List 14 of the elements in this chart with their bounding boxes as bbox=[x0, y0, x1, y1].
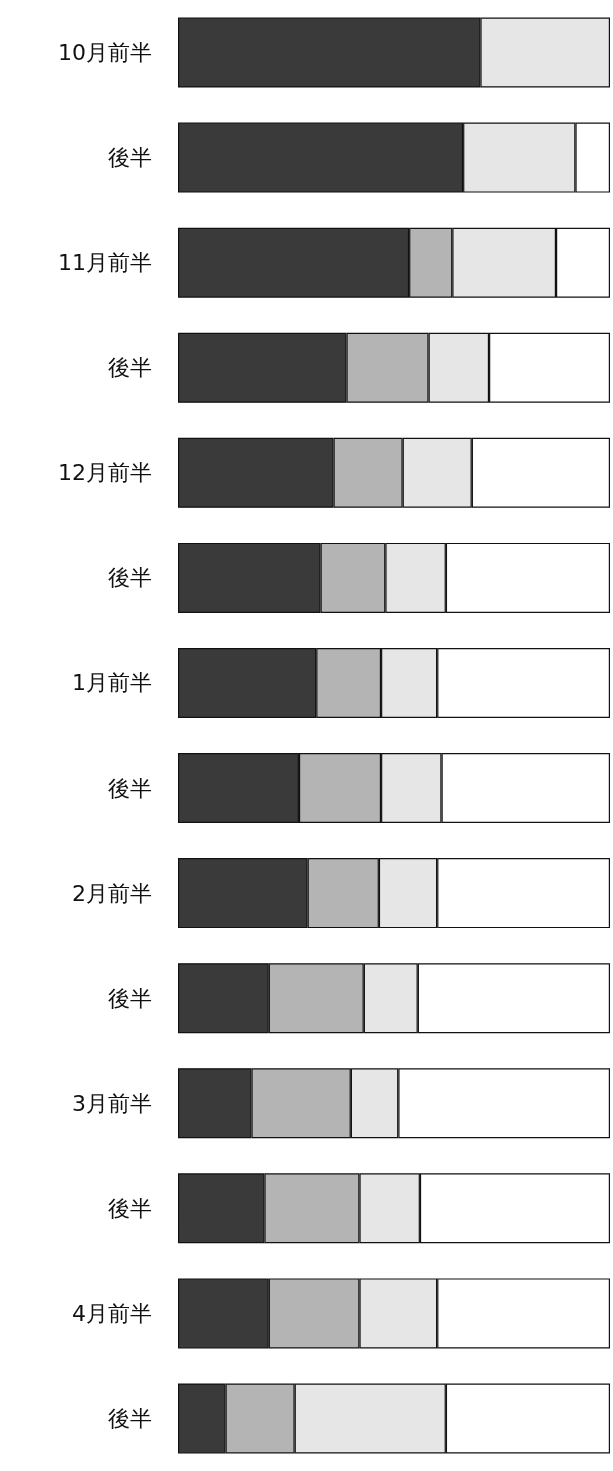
y-tick-label: 1月前半 bbox=[72, 670, 152, 696]
y-tick-label: 4月前半 bbox=[72, 1300, 152, 1326]
y-tick-label: 後半 bbox=[108, 1405, 152, 1431]
y-tick-label: 10月前半 bbox=[58, 40, 152, 66]
y-tick-label: 後半 bbox=[108, 775, 152, 801]
y-tick-label: 後半 bbox=[108, 145, 152, 171]
y-tick-label: 3月前半 bbox=[72, 1090, 152, 1116]
y-tick-label: 後半 bbox=[108, 985, 152, 1011]
y-tick-label: 11月前半 bbox=[58, 250, 152, 276]
y-tick-label: 後半 bbox=[108, 565, 152, 591]
y-tick-label: 後半 bbox=[108, 1195, 152, 1221]
y-tick-label: 2月前半 bbox=[72, 880, 152, 906]
y-tick-label: 12月前半 bbox=[58, 460, 152, 486]
y-tick-label: 後半 bbox=[108, 355, 152, 381]
